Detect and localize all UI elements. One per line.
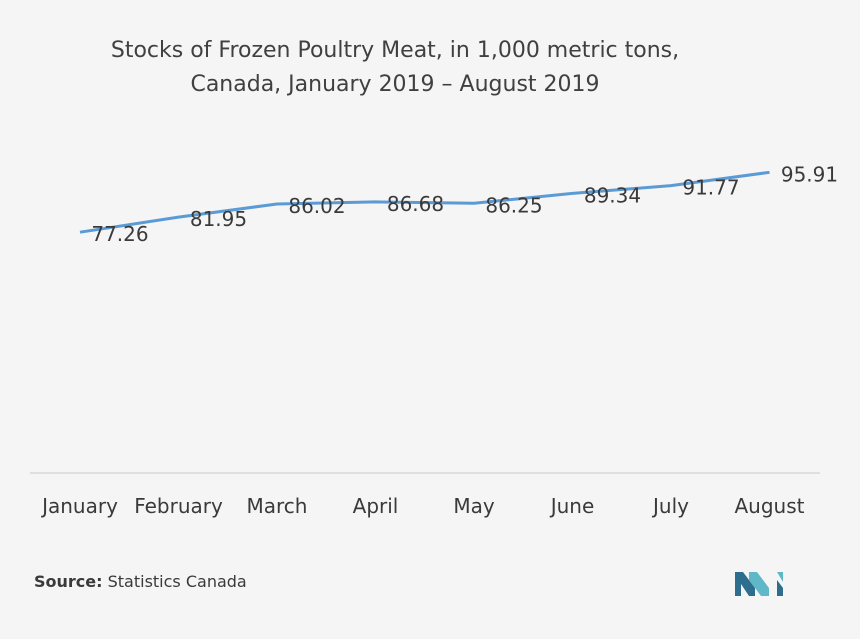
mordor-logo-icon [735, 572, 783, 596]
x-tick-label: July [651, 494, 689, 518]
data-label: 95.91 [781, 162, 838, 186]
x-tick-label: February [134, 494, 223, 518]
data-label: 86.68 [387, 192, 444, 216]
x-tick-label: August [735, 494, 805, 518]
source-text: Statistics Canada [102, 572, 247, 591]
x-tick-label: May [453, 494, 495, 518]
data-label: 91.77 [682, 176, 739, 200]
data-label: 89.34 [584, 183, 641, 207]
source-label: Source: [34, 572, 103, 591]
chart-title-line-1: Stocks of Frozen Poultry Meat, in 1,000 … [110, 38, 680, 63]
data-label: 86.25 [485, 193, 542, 217]
series-line [79, 170, 770, 234]
x-tick-label: June [549, 494, 595, 518]
chart-title-line-2: Canada, January 2019 – August 2019 [190, 72, 600, 97]
data-label: 86.02 [288, 194, 345, 218]
data-label: 77.26 [91, 222, 148, 246]
data-label: 81.95 [190, 207, 247, 231]
x-tick-label: March [247, 494, 308, 518]
x-tick-label: April [353, 494, 399, 518]
source-note: Source: Statistics Canada [34, 572, 247, 591]
x-tick-label: January [40, 494, 118, 518]
